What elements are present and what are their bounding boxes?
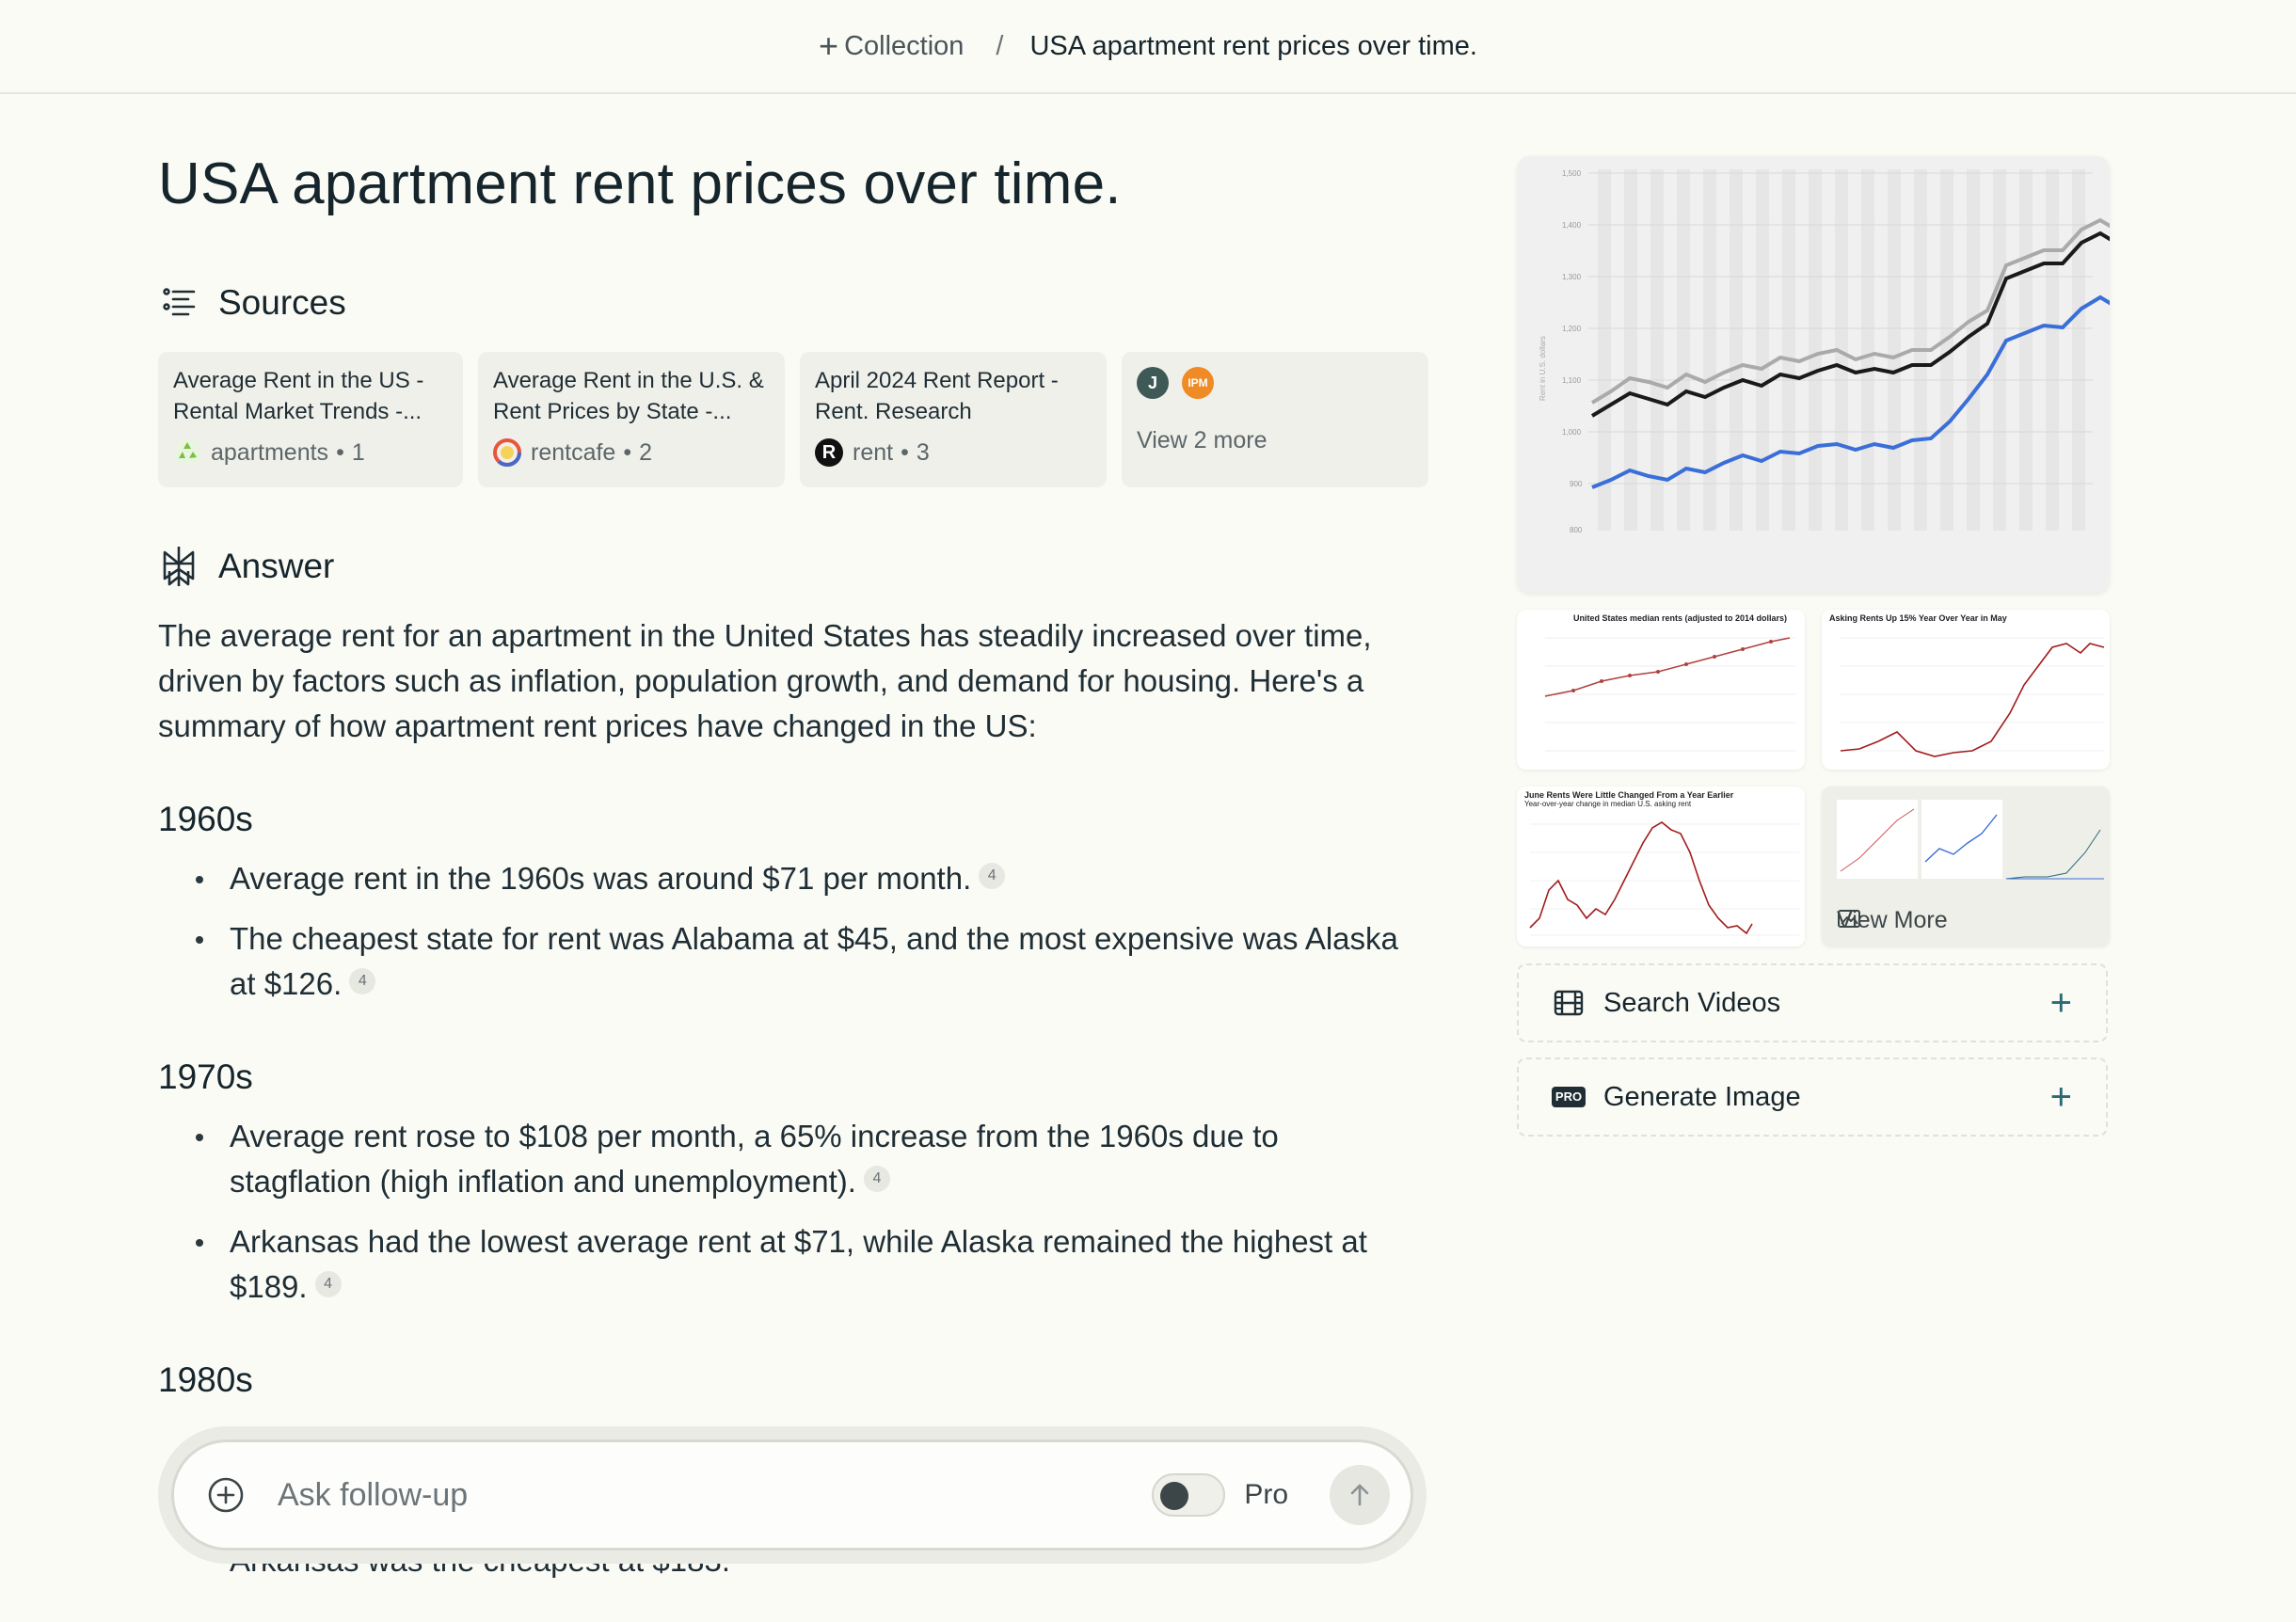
plus-icon: + — [2049, 1076, 2072, 1118]
apartments-logo-icon — [173, 438, 201, 467]
add-to-collection-button[interactable]: + Collection — [819, 29, 964, 63]
source-card[interactable]: Average Rent in the U.S. & Rent Prices b… — [478, 352, 785, 487]
svg-text:800: 800 — [1570, 526, 1583, 534]
page-title: USA apartment rent prices over time. — [158, 151, 1122, 216]
toggle-knob — [1160, 1482, 1189, 1510]
sources-heading: Sources — [158, 282, 346, 324]
source-index: 2 — [639, 438, 653, 466]
svg-text:900: 900 — [1570, 480, 1583, 488]
thumbnail-title: Asking Rents Up 15% Year Over Year in Ma… — [1829, 613, 2007, 623]
svg-text:1,200: 1,200 — [1562, 325, 1582, 333]
arrow-up-icon — [1350, 1484, 1369, 1506]
sources-heading-label: Sources — [218, 283, 346, 322]
thumbnail-title: June Rents Were Little Changed From a Ye… — [1524, 790, 1734, 800]
view-more-sources-button[interactable]: J IPM View 2 more — [1122, 352, 1428, 487]
view-more-images-button[interactable]: View More — [1822, 787, 2110, 946]
answer-heading-label: Answer — [218, 547, 335, 585]
section-title-1970s: 1970s — [158, 1057, 253, 1096]
followup-bar: Pro — [171, 1439, 1413, 1550]
source-avatar: IPM — [1182, 367, 1214, 399]
list-item: Average rent in the 1960s was around $71… — [194, 856, 1428, 901]
answer-body: The average rent for an apartment in the… — [158, 613, 1428, 1417]
source-title: April 2024 Rent Report - Rent. Research — [815, 368, 1059, 424]
section-title-1960s: 1960s — [158, 800, 253, 838]
section-1960s-list: Average rent in the 1960s was around $71… — [194, 856, 1428, 1007]
citation-badge[interactable]: 4 — [863, 1166, 890, 1192]
pro-badge-icon: PRO — [1551, 1081, 1586, 1113]
rent-logo-icon: R — [815, 438, 843, 467]
rentcafe-logo-icon — [493, 438, 521, 467]
svg-text:Rent in U.S. dollars: Rent in U.S. dollars — [1539, 336, 1547, 401]
answer-intro: The average rent for an apartment in the… — [158, 618, 1372, 743]
source-title: Average Rent in the US - Rental Market T… — [173, 368, 424, 424]
thumbnail-subtitle: Year-over-year change in median U.S. ask… — [1524, 800, 1692, 808]
citation-badge[interactable]: 4 — [349, 968, 376, 994]
followup-input[interactable] — [278, 1467, 1153, 1523]
pro-label: Pro — [1244, 1479, 1288, 1510]
thumbnail-title: United States median rents (adjusted to … — [1573, 613, 1788, 623]
followup-container: Pro — [158, 1426, 1427, 1564]
rent-chart-image[interactable]: 1,500 1,400 1,300 1,200 1,100 1,000 900 800 R… — [1517, 156, 2110, 593]
breadcrumb-title: USA apartment rent prices over time. — [1029, 30, 1477, 61]
images-icon — [1838, 910, 1860, 928]
source-site: apartments — [211, 438, 329, 466]
chart-thumbnail[interactable]: United States median rents (adjusted to … — [1517, 610, 1805, 770]
svg-text:1,000: 1,000 — [1562, 428, 1582, 437]
search-videos-label: Search Videos — [1603, 987, 1781, 1018]
top-bar: + Collection / USA apartment rent prices… — [0, 0, 2296, 94]
svg-text:1,100: 1,100 — [1562, 376, 1582, 385]
sources-icon — [158, 282, 199, 324]
source-card[interactable]: April 2024 Rent Report - Rent. Research … — [800, 352, 1107, 487]
list-item: The cheapest state for rent was Alabama … — [194, 916, 1428, 1007]
sources-list: Average Rent in the US - Rental Market T… — [158, 352, 1428, 487]
film-icon — [1553, 987, 1585, 1019]
generate-image-button[interactable]: PRO Generate Image + — [1517, 1057, 2108, 1137]
breadcrumb-separator: / — [996, 30, 1004, 61]
answer-heading: Answer — [158, 546, 334, 587]
source-title: Average Rent in the U.S. & Rent Prices b… — [493, 368, 764, 424]
generate-image-label: Generate Image — [1603, 1081, 1801, 1112]
plus-icon: + — [819, 26, 839, 65]
svg-text:1,500: 1,500 — [1562, 169, 1582, 178]
answer-logo-icon — [158, 546, 199, 587]
view-more-label: View More — [1837, 907, 1948, 933]
svg-text:1,400: 1,400 — [1562, 221, 1582, 230]
pro-toggle[interactable] — [1152, 1473, 1226, 1517]
source-index: 1 — [351, 438, 365, 466]
list-item: Arkansas had the lowest average rent at … — [194, 1219, 1428, 1310]
plus-icon: + — [2049, 982, 2072, 1024]
attach-plus-icon[interactable] — [206, 1475, 246, 1515]
source-avatar: J — [1137, 367, 1169, 399]
collection-label: Collection — [844, 30, 965, 61]
citation-badge[interactable]: 4 — [314, 1271, 342, 1297]
svg-text:1,300: 1,300 — [1562, 273, 1582, 281]
send-button[interactable] — [1330, 1465, 1390, 1525]
source-card[interactable]: Average Rent in the US - Rental Market T… — [158, 352, 463, 487]
chart-thumbnail[interactable]: June Rents Were Little Changed From a Ye… — [1517, 787, 1805, 946]
view-more-label: View 2 more — [1137, 427, 1268, 453]
search-videos-button[interactable]: Search Videos + — [1517, 963, 2108, 1042]
source-index: 3 — [916, 438, 930, 466]
list-item: Average rent rose to $108 per month, a 6… — [194, 1114, 1428, 1204]
section-1970s-list: Average rent rose to $108 per month, a 6… — [194, 1114, 1428, 1310]
citation-badge[interactable]: 4 — [979, 863, 1006, 889]
source-site: rentcafe — [531, 438, 616, 466]
rent-chart-graphic: 1,500 1,400 1,300 1,200 1,100 1,000 900 800 R… — [1517, 156, 2110, 593]
section-title-1980s: 1980s — [158, 1360, 253, 1399]
source-site: rent — [853, 438, 894, 466]
chart-thumbnail[interactable]: Asking Rents Up 15% Year Over Year in Ma… — [1822, 610, 2110, 770]
